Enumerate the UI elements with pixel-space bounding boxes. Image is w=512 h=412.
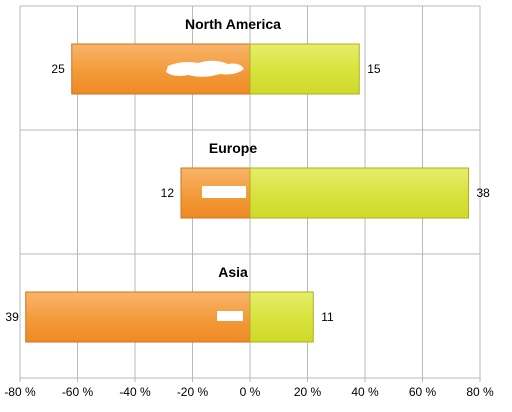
x-tick-label: -20 %	[177, 385, 209, 399]
category-title-europe: Europe	[209, 140, 257, 156]
data-label-left-europe: 12	[161, 186, 175, 200]
bar-right-north-america	[249, 43, 360, 95]
data-label-right-europe: 38	[477, 186, 491, 200]
bars	[25, 43, 469, 343]
bar-right-europe	[249, 167, 469, 219]
x-tick-label: 80 %	[466, 385, 494, 399]
data-label-left-north-america: 25	[51, 62, 65, 76]
labels: -80 % -60 % -40 % -20 % 0 % 20 % 40 % 60 % 80 % N…	[4, 16, 494, 399]
redaction-mark-europe	[202, 186, 246, 198]
bar-left-asia	[25, 291, 251, 343]
bar-right-asia	[249, 291, 314, 343]
x-tick-label: 40 %	[351, 385, 379, 399]
data-label-left-asia: 39	[5, 310, 19, 324]
redaction-mark-asia	[217, 311, 243, 321]
x-tick-label: -60 %	[62, 385, 94, 399]
redaction-mark-north-america	[166, 60, 244, 77]
redaction-marks	[166, 60, 246, 321]
x-tick-label: -80 %	[4, 385, 36, 399]
x-tick-label: -40 %	[119, 385, 151, 399]
category-title-north-america: North America	[185, 16, 281, 32]
x-tick-label: 20 %	[294, 385, 322, 399]
category-title-asia: Asia	[218, 264, 248, 280]
x-tick-label: 60 %	[409, 385, 437, 399]
data-label-right-north-america: 15	[367, 62, 381, 76]
x-tick-label: 0 %	[240, 385, 261, 399]
data-label-right-asia: 11	[321, 310, 334, 324]
